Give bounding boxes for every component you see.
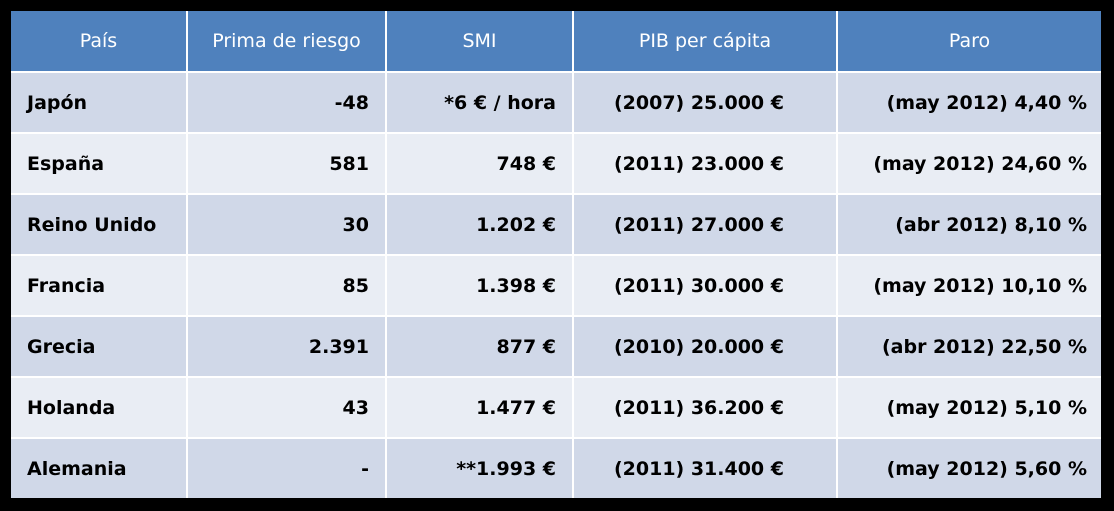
cell-paro: (may 2012) 10,10 % — [837, 254, 1101, 316]
table-row: Reino Unido 30 1.202 € (2011) 27.000 € (… — [11, 193, 1101, 255]
header-prima-de-riesgo: Prima de riesgo — [187, 11, 387, 72]
cell-pais: Japón — [11, 71, 188, 133]
table-body: Japón -48 *6 € / hora (2007) 25.000 € (m… — [11, 71, 1101, 498]
table-row: Francia 85 1.398 € (2011) 30.000 € (may … — [11, 254, 1101, 316]
cell-prima-de-riesgo: 85 — [187, 254, 387, 316]
cell-smi: 877 € — [386, 315, 574, 377]
cell-prima-de-riesgo: 581 — [187, 132, 387, 194]
cell-pib-per-capita: (2011) 23.000 € — [573, 132, 838, 194]
cell-pais: Grecia — [11, 315, 188, 377]
table-row: Holanda 43 1.477 € (2011) 36.200 € (may … — [11, 376, 1101, 438]
cell-smi: 1.202 € — [386, 193, 574, 255]
cell-smi: *6 € / hora — [386, 71, 574, 133]
cell-paro: (may 2012) 4,40 % — [837, 71, 1101, 133]
cell-paro: (may 2012) 5,60 % — [837, 437, 1101, 498]
header-paro: Paro — [837, 11, 1101, 72]
cell-pais: Alemania — [11, 437, 188, 498]
cell-prima-de-riesgo: 43 — [187, 376, 387, 438]
cell-pib-per-capita: (2011) 27.000 € — [573, 193, 838, 255]
cell-smi: 1.477 € — [386, 376, 574, 438]
table-header: País Prima de riesgo SMI PIB per cápita … — [11, 11, 1101, 72]
cell-pib-per-capita: (2011) 31.400 € — [573, 437, 838, 498]
cell-smi: **1.993 € — [386, 437, 574, 498]
cell-prima-de-riesgo: - — [187, 437, 387, 498]
cell-paro: (abr 2012) 8,10 % — [837, 193, 1101, 255]
cell-paro: (may 2012) 5,10 % — [837, 376, 1101, 438]
cell-pib-per-capita: (2011) 30.000 € — [573, 254, 838, 316]
cell-pais: Reino Unido — [11, 193, 188, 255]
cell-pib-per-capita: (2010) 20.000 € — [573, 315, 838, 377]
cell-smi: 1.398 € — [386, 254, 574, 316]
header-smi: SMI — [386, 11, 574, 72]
cell-pais: Holanda — [11, 376, 188, 438]
cell-smi: 748 € — [386, 132, 574, 194]
header-pib-per-capita: PIB per cápita — [573, 11, 838, 72]
cell-pib-per-capita: (2007) 25.000 € — [573, 71, 838, 133]
cell-prima-de-riesgo: -48 — [187, 71, 387, 133]
country-indicators-table: País Prima de riesgo SMI PIB per cápita … — [11, 11, 1101, 498]
cell-prima-de-riesgo: 2.391 — [187, 315, 387, 377]
cell-prima-de-riesgo: 30 — [187, 193, 387, 255]
cell-pais: España — [11, 132, 188, 194]
table-row: Japón -48 *6 € / hora (2007) 25.000 € (m… — [11, 71, 1101, 133]
table-row: Alemania - **1.993 € (2011) 31.400 € (ma… — [11, 437, 1101, 498]
cell-paro: (may 2012) 24,60 % — [837, 132, 1101, 194]
table-row: España 581 748 € (2011) 23.000 € (may 20… — [11, 132, 1101, 194]
cell-pib-per-capita: (2011) 36.200 € — [573, 376, 838, 438]
table-row: Grecia 2.391 877 € (2010) 20.000 € (abr … — [11, 315, 1101, 377]
header-pais: País — [11, 11, 188, 72]
header-row: País Prima de riesgo SMI PIB per cápita … — [11, 11, 1101, 72]
cell-paro: (abr 2012) 22,50 % — [837, 315, 1101, 377]
cell-pais: Francia — [11, 254, 188, 316]
